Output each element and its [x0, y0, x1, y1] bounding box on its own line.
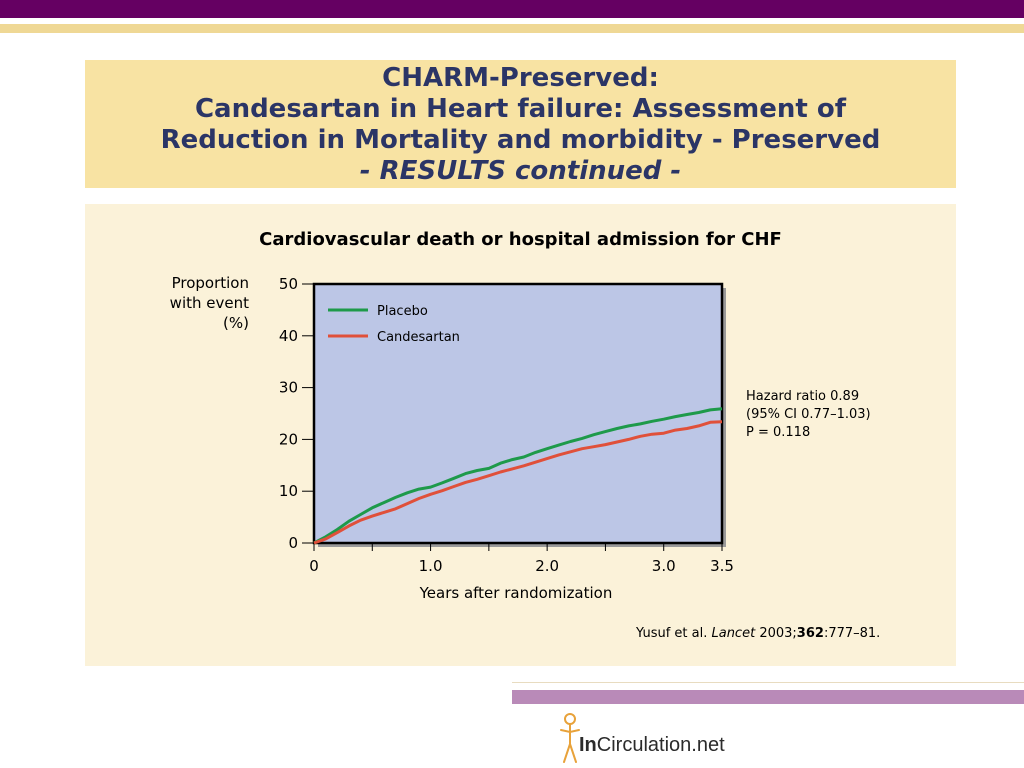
y-axis-label-line: Proportion: [171, 274, 249, 292]
top-white-band: [0, 18, 1024, 24]
y-axis-label: Proportion with event (%): [170, 273, 249, 333]
series-line-placebo: [313, 407, 723, 545]
y-tick-label: 0: [288, 534, 298, 552]
y-axis-label-line: with event: [169, 294, 249, 312]
x-tick-label: 3.5: [710, 557, 734, 575]
footer-lavender-band: [512, 690, 1024, 704]
y-tick-label: 10: [279, 482, 298, 500]
incirculation-logo: InCirculation.net: [557, 712, 757, 768]
x-axis-label: Years after randomization: [419, 584, 613, 602]
x-tick-label: 2.0: [535, 557, 559, 575]
x-tick-label: 1.0: [419, 557, 443, 575]
person-figure-icon: [560, 713, 580, 763]
citation-journal: Lancet: [711, 626, 756, 641]
series-lines: [313, 407, 723, 545]
logo-text-in: In: [579, 734, 597, 756]
hazard-ratio-text: Hazard ratio 0.89: [746, 389, 860, 404]
hazard-ratio-stats: Hazard ratio 0.89 (95% CI 0.77–1.03) P =…: [746, 388, 871, 442]
y-axis-label-line: (%): [223, 314, 249, 332]
logo-text-rest: Circulation.net: [596, 734, 725, 756]
title-line-4: - RESULTS continued -: [359, 156, 682, 186]
line-chart: 0 10 20 30 40 50 0 1.0 2.0 3.0 3.5 Placebo Candesa…: [279, 275, 734, 602]
title-line-1: CHARM-Preserved:: [382, 63, 659, 93]
p-value-text: P = 0.118: [746, 425, 811, 440]
series-line-candesartan: [313, 420, 723, 545]
y-axis-ticks: 0 10 20 30 40 50: [279, 275, 314, 552]
citation-year: 2003;: [755, 626, 797, 641]
citation-authors: Yusuf et al.: [636, 626, 712, 641]
top-gold-band: [0, 24, 1024, 33]
footer-thin-line: [512, 682, 1024, 683]
legend-label: Placebo: [377, 304, 428, 319]
y-tick-label: 20: [279, 430, 298, 448]
logo-text: InCirculation.net: [579, 734, 725, 757]
x-tick-label: 0: [309, 557, 319, 575]
citation-volume: 362: [796, 626, 824, 641]
chart-title: Cardiovascular death or hospital admissi…: [259, 229, 782, 250]
x-tick-label: 3.0: [652, 557, 676, 575]
y-tick-label: 40: [279, 327, 298, 345]
top-purple-band: [0, 0, 1024, 18]
confidence-interval-text: (95% CI 0.77–1.03): [746, 407, 871, 422]
x-axis-ticks: 0 1.0 2.0 3.0 3.5: [309, 543, 734, 575]
citation-pages: :777–81.: [823, 626, 881, 641]
y-tick-label: 30: [279, 379, 298, 397]
chart-panel: Cardiovascular death or hospital admissi…: [85, 204, 956, 666]
legend-label: Candesartan: [377, 330, 460, 345]
title-line-3: Reduction in Mortality and morbidity - P…: [160, 125, 881, 155]
title-line-2: Candesartan in Heart failure: Assessment…: [194, 94, 847, 124]
plot-area: [312, 282, 724, 545]
citation: Yusuf et al. Lancet 2003;362:777–81.: [636, 626, 880, 641]
legend: Placebo Candesartan: [328, 304, 460, 345]
slide-title-box: CHARM-Preserved: Candesartan in Heart fa…: [85, 60, 956, 188]
y-tick-label: 50: [279, 275, 298, 293]
